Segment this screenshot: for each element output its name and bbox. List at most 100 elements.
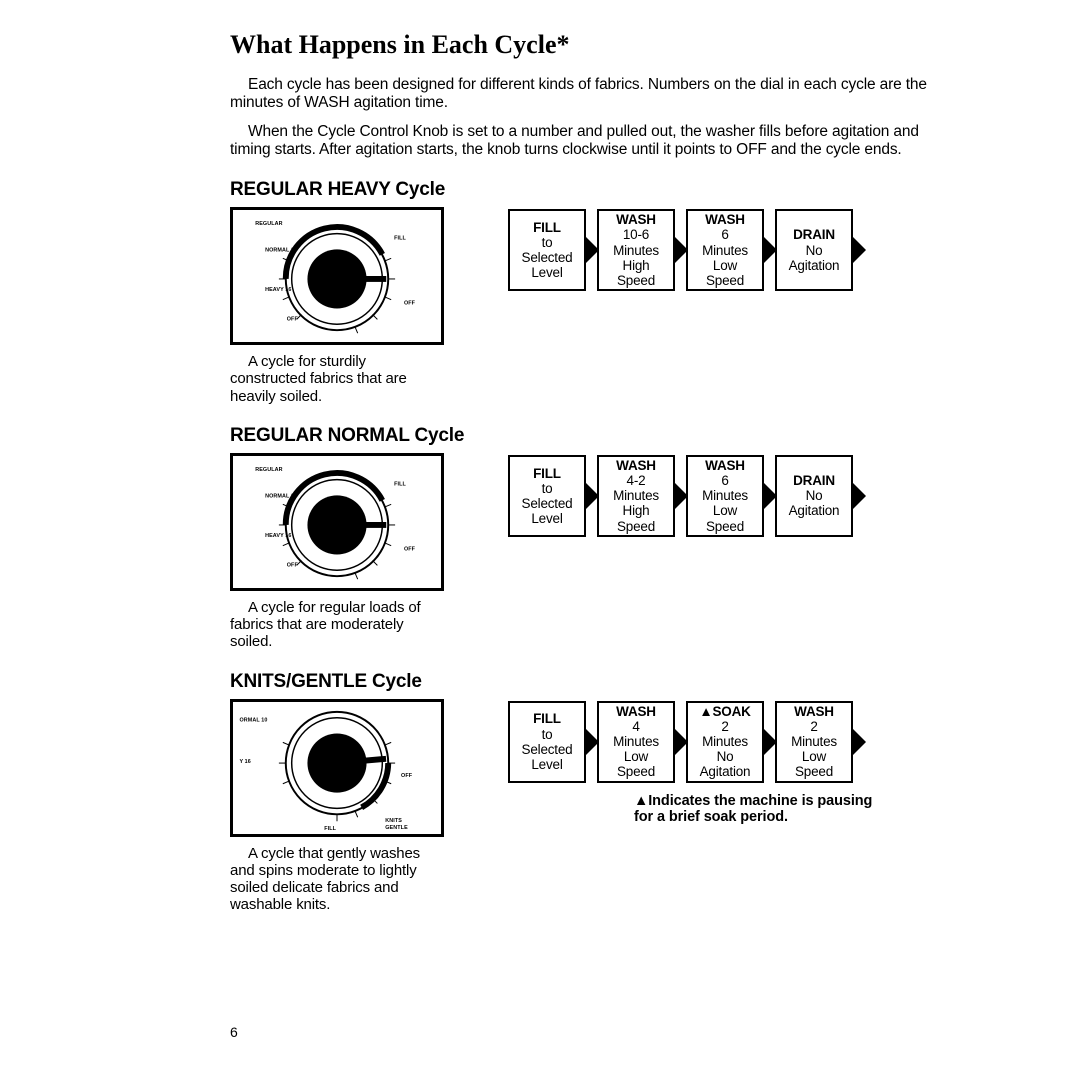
svg-text:OFF: OFF <box>287 562 299 568</box>
step-title: WASH <box>705 212 745 227</box>
step-line: Minutes <box>702 488 748 503</box>
intro-paragraph-1: Each cycle has been designed for differe… <box>230 76 940 113</box>
arrow-icon <box>852 728 866 756</box>
step-title: WASH <box>705 458 745 473</box>
intro-paragraph-2: When the Cycle Control Knob is set to a … <box>230 123 940 160</box>
step-line: High <box>623 503 650 518</box>
step-title: WASH <box>616 704 656 719</box>
step-line: Selected <box>522 742 573 757</box>
step-line: Low <box>624 749 648 764</box>
svg-text:FILL: FILL <box>394 481 406 487</box>
svg-text:Y 16: Y 16 <box>239 759 250 765</box>
step-box: WASH 2 Minutes Low Speed <box>775 701 853 783</box>
step-line: Low <box>802 749 826 764</box>
step-title: FILL <box>533 466 561 481</box>
step-line: No <box>806 488 823 503</box>
step-line: Minutes <box>613 488 659 503</box>
dial-illustration-heavy: REGULAR FILL NORMAL 10 HEAVY 16 OFF OFF <box>230 207 444 345</box>
svg-text:FILL: FILL <box>324 826 336 832</box>
step-line: Speed <box>617 519 655 534</box>
step-line: High <box>623 258 650 273</box>
dial-column-normal: REGULAR FILL NORMAL 10 HEAVY 16 OFF OFF … <box>230 453 444 651</box>
manual-page: What Happens in Each Cycle* Each cycle h… <box>0 0 1080 1066</box>
svg-text:NORMAL 10: NORMAL 10 <box>265 493 297 499</box>
step-line: 2 <box>721 719 728 734</box>
soak-footnote: ▲Indicates the machine is pausing for a … <box>634 793 884 826</box>
step-line: Speed <box>706 519 744 534</box>
svg-text:GENTLE: GENTLE <box>385 825 408 831</box>
svg-text:OFF: OFF <box>404 546 416 552</box>
step-box: WASH 10-6 Minutes High Speed <box>597 209 675 291</box>
step-line: Minutes <box>702 243 748 258</box>
step-title: FILL <box>533 711 561 726</box>
step-line: Agitation <box>700 764 751 779</box>
step-line: Level <box>531 757 562 772</box>
step-line: Speed <box>706 273 744 288</box>
arrow-icon <box>852 482 866 510</box>
step-box: WASH 4-2 Minutes High Speed <box>597 455 675 537</box>
step-line: Selected <box>522 250 573 265</box>
step-line: Agitation <box>789 503 840 518</box>
step-line: Speed <box>795 764 833 779</box>
step-line: Minutes <box>613 734 659 749</box>
step-box: FILL to Selected Level <box>508 455 586 537</box>
svg-text:NORMAL 10: NORMAL 10 <box>265 247 297 253</box>
step-line: Low <box>713 258 737 273</box>
step-line: Minutes <box>702 734 748 749</box>
step-title: DRAIN <box>793 227 835 242</box>
svg-text:REGULAR: REGULAR <box>255 467 282 473</box>
step-line: Minutes <box>791 734 837 749</box>
step-box: ▲SOAK 2 Minutes No Agitation <box>686 701 764 783</box>
step-line: to <box>542 481 553 496</box>
svg-text:HEAVY 16: HEAVY 16 <box>265 533 291 539</box>
svg-text:OFF: OFF <box>404 301 416 307</box>
dial-illustration-normal: REGULAR FILL NORMAL 10 HEAVY 16 OFF OFF <box>230 453 444 591</box>
step-box: DRAIN No Agitation <box>775 209 853 291</box>
step-line: Minutes <box>613 243 659 258</box>
step-title: ▲SOAK <box>699 704 750 719</box>
step-line: Level <box>531 511 562 526</box>
cycle-row-knits: ORMAL 10 Y 16 OFF FILL KNITS GENTLE A cy… <box>230 699 940 914</box>
page-title: What Happens in Each Cycle* <box>230 30 940 60</box>
step-line: Low <box>713 503 737 518</box>
step-line: to <box>542 235 553 250</box>
step-line: 4-2 <box>627 473 646 488</box>
step-line: 10-6 <box>623 227 649 242</box>
intro-text: Each cycle has been designed for differe… <box>230 76 940 159</box>
flow-wrap-knits: FILL to Selected Level WASH 4 Minutes Lo… <box>508 699 884 826</box>
svg-text:ORMAL 10: ORMAL 10 <box>239 717 267 723</box>
svg-text:HEAVY 16: HEAVY 16 <box>265 287 291 293</box>
svg-text:REGULAR: REGULAR <box>255 221 282 227</box>
step-title: WASH <box>794 704 834 719</box>
dial-column-heavy: REGULAR FILL NORMAL 10 HEAVY 16 OFF OFF … <box>230 207 444 405</box>
step-line: Selected <box>522 496 573 511</box>
cycle-desc-normal: A cycle for regular loads of fabrics tha… <box>230 599 444 651</box>
step-line: Speed <box>617 273 655 288</box>
flow-heavy: FILL to Selected Level WASH 10-6 Minutes… <box>508 209 864 291</box>
cycle-heading-knits: KNITS/GENTLE Cycle <box>230 671 940 693</box>
step-box: FILL to Selected Level <box>508 209 586 291</box>
step-line: 2 <box>810 719 817 734</box>
step-box: WASH 4 Minutes Low Speed <box>597 701 675 783</box>
cycle-row-normal: REGULAR FILL NORMAL 10 HEAVY 16 OFF OFF … <box>230 453 940 651</box>
svg-text:OFF: OFF <box>401 772 413 778</box>
step-box: WASH 6 Minutes Low Speed <box>686 209 764 291</box>
step-line: Speed <box>617 764 655 779</box>
step-line: 6 <box>721 227 728 242</box>
flow-knits: FILL to Selected Level WASH 4 Minutes Lo… <box>508 701 884 783</box>
step-line: No <box>717 749 734 764</box>
cycle-heading-normal: REGULAR NORMAL Cycle <box>230 425 940 447</box>
step-line: No <box>806 243 823 258</box>
arrow-icon <box>852 236 866 264</box>
step-title: FILL <box>533 220 561 235</box>
page-number: 6 <box>230 1024 238 1040</box>
svg-text:KNITS: KNITS <box>385 818 402 824</box>
dial-column-knits: ORMAL 10 Y 16 OFF FILL KNITS GENTLE A cy… <box>230 699 444 914</box>
step-title: DRAIN <box>793 473 835 488</box>
step-box: WASH 6 Minutes Low Speed <box>686 455 764 537</box>
dial-illustration-knits: ORMAL 10 Y 16 OFF FILL KNITS GENTLE <box>230 699 444 837</box>
cycle-desc-knits: A cycle that gently washes and spins mod… <box>230 845 444 914</box>
step-box: FILL to Selected Level <box>508 701 586 783</box>
step-line: Level <box>531 265 562 280</box>
step-line: 6 <box>721 473 728 488</box>
